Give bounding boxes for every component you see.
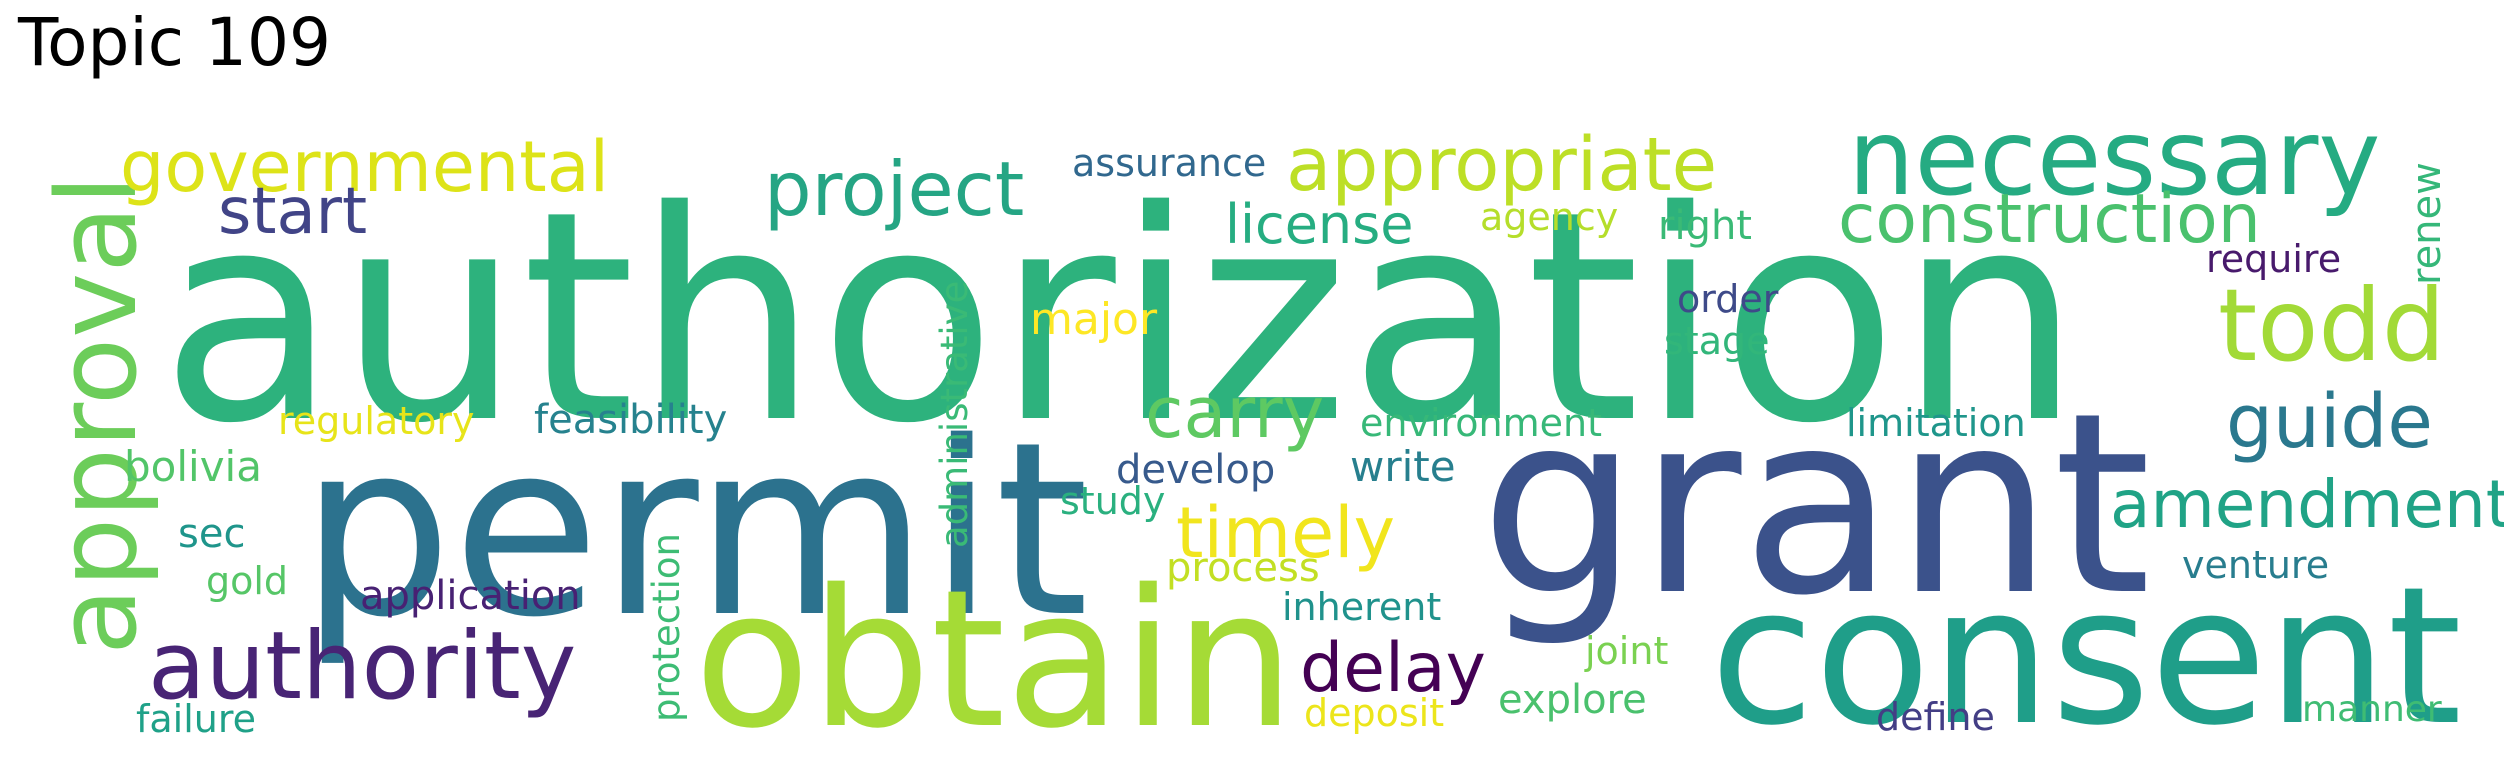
word-explore: explore [1498,677,1647,723]
word-limitation: limitation [1846,401,2026,445]
word-amendment: amendment [2110,466,2504,543]
word-feasibility: feasibility [534,397,728,443]
word-renew: renew [2404,162,2450,285]
word-project: project [764,145,1025,233]
word-consent: consent [1710,546,2462,767]
word-sec: sec [178,511,246,557]
word-agency: agency [1480,195,1619,239]
word-order: order [1677,277,1779,321]
word-environment: environment [1360,401,1603,445]
word-write: write [1350,442,1456,491]
word-major: major [1030,294,1158,345]
word-application: application [360,573,581,619]
word-guide: guide [2226,379,2433,465]
word-stage: stage [1664,319,1770,363]
word-require: require [2206,237,2342,281]
word-manner: manner [2302,689,2442,730]
word-assurance: assurance [1072,141,1267,185]
word-approval: approval [33,174,161,655]
word-todd: todd [2218,267,2446,384]
word-gold: gold [206,559,289,603]
word-study: study [1060,479,1166,523]
word-bolivia: bolivia [124,442,262,491]
word-obtain: obtain [694,549,1295,770]
word-delay: delay [1300,629,1486,708]
word-right: right [1658,203,1752,249]
word-regulatory: regulatory [278,399,475,443]
word-appropriate: appropriate [1286,122,1718,208]
word-protection: protection [645,532,688,722]
word-develop: develop [1116,447,1276,493]
word-governmental: governmental [120,126,610,208]
word-venture: venture [2182,543,2330,587]
word-process: process [1166,545,1320,591]
word-deposit: deposit [1304,691,1445,735]
word-administrative: administrative [933,280,976,548]
page-title: Topic 109 [18,4,331,81]
word-inherent: inherent [1282,585,1442,629]
word-define: define [1876,695,1995,739]
word-grant: grant [1480,359,2152,650]
word-timely: timely [1176,492,1396,574]
word-construction: construction [1838,180,2261,259]
word-permit: permit [300,390,1090,670]
word-failure: failure [136,697,257,741]
word-necessary: necessary [1848,97,2381,219]
word-joint: joint [1585,629,1669,673]
word-start: start [218,175,368,249]
word-authorization: authorization [160,150,2082,487]
word-carry: carry [1145,372,1325,454]
word-authority: authority [148,612,577,721]
word-license: license [1225,193,1414,256]
